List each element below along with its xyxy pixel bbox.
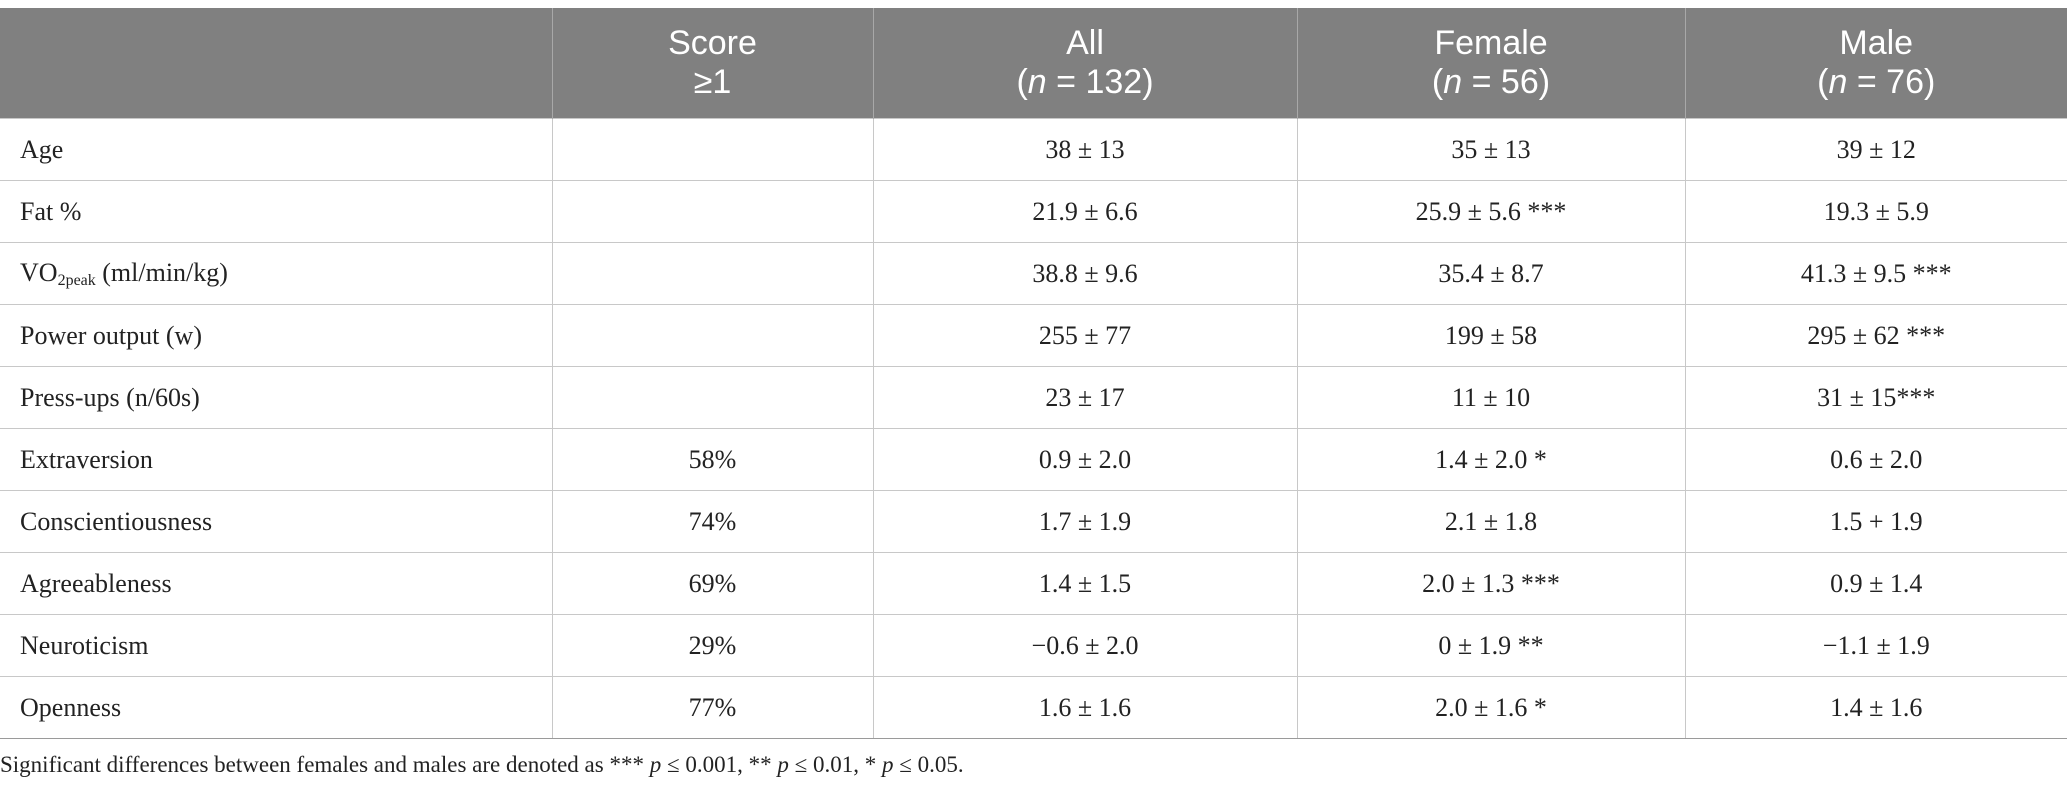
header-female-paren: ( <box>1431 63 1444 101</box>
header-empty <box>0 8 553 119</box>
cell-score <box>552 304 874 367</box>
cell-all: 1.7 ± 1.9 <box>873 490 1298 553</box>
cell-score: 29% <box>552 614 874 677</box>
cell-score: 74% <box>552 490 874 553</box>
header-male-count: = 76) <box>1847 63 1936 101</box>
row-label: Agreeableness <box>0 552 553 615</box>
cell-male: 0.9 ± 1.4 <box>1685 552 2067 615</box>
table-row: Power output (w) 255 ± 77 199 ± 58 295 ±… <box>0 304 2067 367</box>
table-row: Extraversion 58% 0.9 ± 2.0 1.4 ± 2.0 * 0… <box>0 428 2067 491</box>
cell-female: 35.4 ± 8.7 <box>1297 242 1686 305</box>
cell-male: 1.5 + 1.9 <box>1685 490 2067 553</box>
header-score: Score ≥1 <box>552 8 874 119</box>
row-label: VO2peak (ml/min/kg) <box>0 242 553 305</box>
footnote-p1: p <box>649 752 662 777</box>
header-male-paren: ( <box>1817 63 1829 101</box>
footnote-p2: p <box>777 752 789 777</box>
results-table: Score ≥1 All (n = 132) Female (n = 56) M… <box>0 8 2067 739</box>
header-score-line2: ≥1 <box>693 63 732 101</box>
header-score-line1: Score <box>668 24 757 62</box>
header-male-line1: Male <box>1839 24 1914 62</box>
table-row: Openness 77% 1.6 ± 1.6 2.0 ± 1.6 * 1.4 ±… <box>0 676 2067 739</box>
table-footnote: Significant differences between females … <box>0 752 964 778</box>
cell-score <box>552 242 874 305</box>
cell-all: 23 ± 17 <box>873 366 1298 429</box>
header-female: Female (n = 56) <box>1297 8 1686 119</box>
cell-score: 58% <box>552 428 874 491</box>
cell-score <box>552 118 874 181</box>
cell-score <box>552 366 874 429</box>
cell-male: 19.3 ± 5.9 <box>1685 180 2067 243</box>
cell-male: 41.3 ± 9.5 *** <box>1685 242 2067 305</box>
row-label-subscript: 2peak <box>57 271 96 289</box>
cell-all: 255 ± 77 <box>873 304 1298 367</box>
table-row: Neuroticism 29% −0.6 ± 2.0 0 ± 1.9 ** −1… <box>0 614 2067 677</box>
row-label: Conscientiousness <box>0 490 553 553</box>
cell-female: 0 ± 1.9 ** <box>1297 614 1686 677</box>
row-label: Age <box>0 118 553 181</box>
cell-female: 2.1 ± 1.8 <box>1297 490 1686 553</box>
cell-female: 25.9 ± 5.6 *** <box>1297 180 1686 243</box>
cell-female: 2.0 ± 1.3 *** <box>1297 552 1686 615</box>
header-female-n: n <box>1443 63 1463 101</box>
cell-male: 39 ± 12 <box>1685 118 2067 181</box>
row-label: Openness <box>0 676 553 739</box>
row-label-rest: (ml/min/kg) <box>95 257 228 287</box>
table-row: VO2peak (ml/min/kg) 38.8 ± 9.6 35.4 ± 8.… <box>0 242 2067 305</box>
cell-score: 69% <box>552 552 874 615</box>
cell-male: 295 ± 62 *** <box>1685 304 2067 367</box>
cell-all: 1.6 ± 1.6 <box>873 676 1298 739</box>
row-label: Extraversion <box>0 428 553 491</box>
footnote-part3: ≤ 0.01, * <box>788 752 882 777</box>
header-female-count: = 56) <box>1462 63 1551 101</box>
header-all-paren: ( <box>1016 63 1028 101</box>
row-label-main: VO <box>20 257 58 287</box>
footnote-part1: Significant differences between females … <box>0 752 650 777</box>
cell-all: 1.4 ± 1.5 <box>873 552 1298 615</box>
header-all: All (n = 132) <box>873 8 1298 119</box>
cell-all: 21.9 ± 6.6 <box>873 180 1298 243</box>
cell-female: 35 ± 13 <box>1297 118 1686 181</box>
cell-female: 199 ± 58 <box>1297 304 1686 367</box>
cell-all: 0.9 ± 2.0 <box>873 428 1298 491</box>
header-all-n: n <box>1027 63 1047 101</box>
footnote-part2: ≤ 0.001, ** <box>661 752 778 777</box>
table-row: Age 38 ± 13 35 ± 13 39 ± 12 <box>0 118 2067 181</box>
cell-female: 2.0 ± 1.6 * <box>1297 676 1686 739</box>
table-row: Fat % 21.9 ± 6.6 25.9 ± 5.6 *** 19.3 ± 5… <box>0 180 2067 243</box>
row-label: Fat % <box>0 180 553 243</box>
header-male-n: n <box>1828 63 1848 101</box>
cell-female: 11 ± 10 <box>1297 366 1686 429</box>
table-row: Press-ups (n/60s) 23 ± 17 11 ± 10 31 ± 1… <box>0 366 2067 429</box>
footnote-part4: ≤ 0.05. <box>893 752 964 777</box>
cell-male: 31 ± 15*** <box>1685 366 2067 429</box>
cell-all: 38.8 ± 9.6 <box>873 242 1298 305</box>
row-label: Neuroticism <box>0 614 553 677</box>
row-label: Press-ups (n/60s) <box>0 366 553 429</box>
table-row: Agreeableness 69% 1.4 ± 1.5 2.0 ± 1.3 **… <box>0 552 2067 615</box>
cell-female: 1.4 ± 2.0 * <box>1297 428 1686 491</box>
header-all-line1: All <box>1066 24 1104 62</box>
footnote-p3: p <box>881 752 894 777</box>
cell-score <box>552 180 874 243</box>
table-container: Score ≥1 All (n = 132) Female (n = 56) M… <box>0 8 2067 739</box>
header-male: Male (n = 76) <box>1685 8 2067 119</box>
cell-score: 77% <box>552 676 874 739</box>
cell-male: 1.4 ± 1.6 <box>1685 676 2067 739</box>
cell-all: −0.6 ± 2.0 <box>873 614 1298 677</box>
header-female-line1: Female <box>1434 24 1548 62</box>
cell-all: 38 ± 13 <box>873 118 1298 181</box>
header-all-count: = 132) <box>1046 63 1154 101</box>
table-row: Conscientiousness 74% 1.7 ± 1.9 2.1 ± 1.… <box>0 490 2067 553</box>
row-label: Power output (w) <box>0 304 553 367</box>
table-header-row: Score ≥1 All (n = 132) Female (n = 56) M… <box>0 8 2067 119</box>
cell-male: 0.6 ± 2.0 <box>1685 428 2067 491</box>
cell-male: −1.1 ± 1.9 <box>1685 614 2067 677</box>
